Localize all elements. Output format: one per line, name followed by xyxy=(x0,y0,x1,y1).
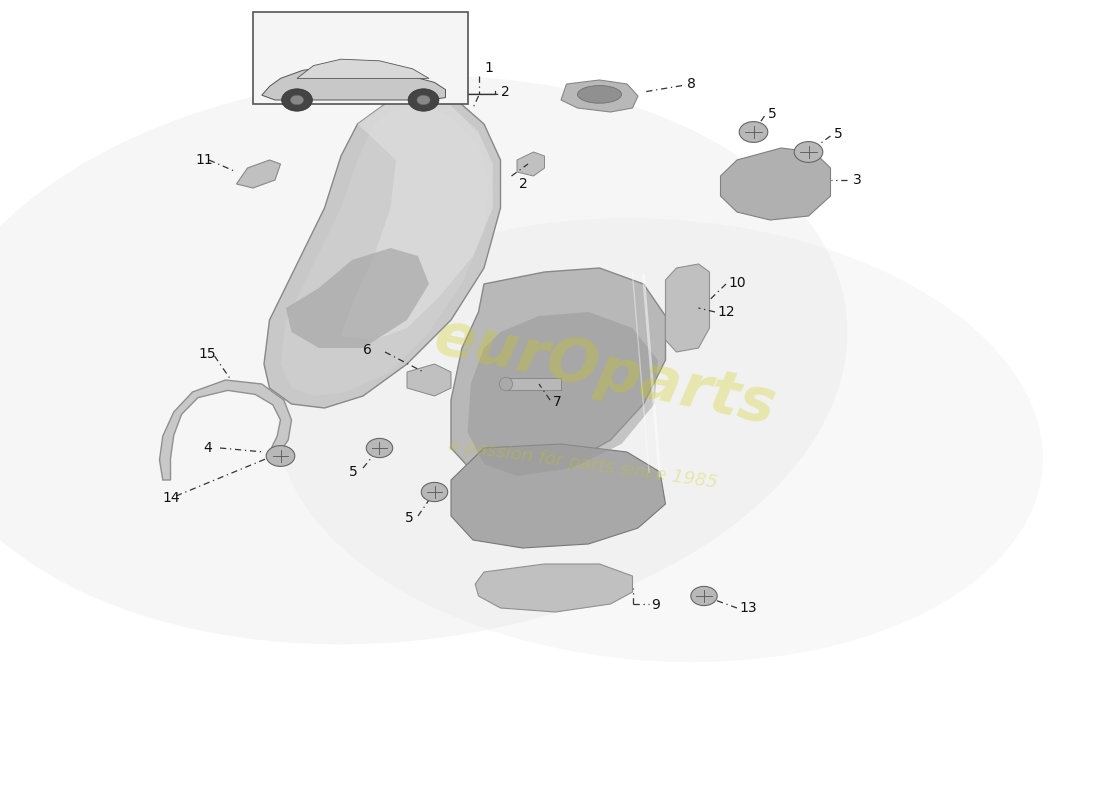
Bar xyxy=(506,378,561,390)
Circle shape xyxy=(290,95,304,105)
Text: 7: 7 xyxy=(553,395,562,410)
Ellipse shape xyxy=(499,378,513,390)
Polygon shape xyxy=(236,160,280,188)
Text: 9: 9 xyxy=(651,598,660,612)
Polygon shape xyxy=(517,152,544,176)
Text: 4: 4 xyxy=(204,441,212,455)
Polygon shape xyxy=(280,104,490,396)
Text: 12: 12 xyxy=(717,305,735,319)
Polygon shape xyxy=(264,92,500,408)
Polygon shape xyxy=(407,364,451,396)
Text: 8: 8 xyxy=(688,77,696,91)
Circle shape xyxy=(282,89,312,111)
Circle shape xyxy=(739,122,768,142)
Text: 10: 10 xyxy=(728,276,746,290)
Polygon shape xyxy=(262,66,446,100)
Polygon shape xyxy=(468,312,658,476)
Polygon shape xyxy=(286,248,429,348)
Text: 14: 14 xyxy=(163,490,180,505)
Circle shape xyxy=(417,95,430,105)
Text: 1: 1 xyxy=(484,61,493,75)
Circle shape xyxy=(366,438,393,458)
Circle shape xyxy=(421,482,448,502)
Bar xyxy=(253,12,468,104)
Text: 5: 5 xyxy=(768,106,777,121)
Polygon shape xyxy=(720,148,830,220)
Ellipse shape xyxy=(0,75,847,645)
Polygon shape xyxy=(561,80,638,112)
Text: a passion for parts since 1985: a passion for parts since 1985 xyxy=(447,436,719,492)
Polygon shape xyxy=(666,264,710,352)
Ellipse shape xyxy=(578,86,621,103)
Ellipse shape xyxy=(277,218,1043,662)
Polygon shape xyxy=(475,564,632,612)
Polygon shape xyxy=(160,380,292,480)
Text: 2: 2 xyxy=(500,85,509,99)
Text: 13: 13 xyxy=(739,601,757,615)
Text: 5: 5 xyxy=(405,511,414,526)
Polygon shape xyxy=(341,94,493,340)
Text: 11: 11 xyxy=(196,153,213,167)
Text: 5: 5 xyxy=(834,127,843,142)
Text: 15: 15 xyxy=(198,347,216,362)
Polygon shape xyxy=(451,444,666,548)
Polygon shape xyxy=(297,59,429,78)
Circle shape xyxy=(266,446,295,466)
Text: 3: 3 xyxy=(852,173,861,187)
Circle shape xyxy=(408,89,439,111)
Circle shape xyxy=(691,586,717,606)
Text: 2: 2 xyxy=(519,177,528,191)
Circle shape xyxy=(794,142,823,162)
Text: 5: 5 xyxy=(349,465,358,479)
Text: eurOparts: eurOparts xyxy=(429,307,781,437)
Polygon shape xyxy=(451,268,666,480)
Text: 6: 6 xyxy=(363,343,372,358)
